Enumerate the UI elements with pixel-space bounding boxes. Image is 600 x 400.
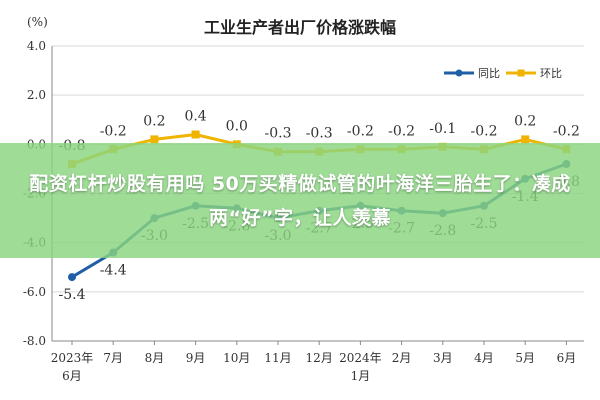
legend-swatch-marker bbox=[455, 69, 463, 77]
x-tick-label: 3月 bbox=[433, 351, 453, 365]
mom-data-label: -0.1 bbox=[429, 121, 456, 137]
x-tick-label: 2月 bbox=[392, 351, 412, 365]
mom-data-label: -0.2 bbox=[388, 123, 415, 139]
x-tick-label: 5月 bbox=[515, 351, 535, 365]
legend: 同比 环比 bbox=[444, 67, 562, 80]
mom-data-label: -0.3 bbox=[306, 126, 333, 142]
y-tick-label: -8.0 bbox=[23, 334, 46, 348]
banner-text[interactable]: 配资杠杆炒股有用吗 50万买精做试管的叶海洋三胎生了：凑成两“好”字，让人羡慕 bbox=[29, 172, 571, 229]
mom-data-label: -0.2 bbox=[553, 123, 580, 139]
mom-data-label: 0.4 bbox=[184, 109, 206, 125]
unit-label: (%) bbox=[27, 15, 48, 29]
x-tick-label: 10月 bbox=[223, 351, 250, 365]
mom-data-label: -0.2 bbox=[100, 123, 127, 139]
x-tick-label: 6月 bbox=[62, 369, 82, 383]
y-tick-label: 4.0 bbox=[27, 39, 46, 53]
x-tick-label: 6月 bbox=[557, 351, 577, 365]
mom-point bbox=[521, 135, 530, 144]
mom-data-label: -0.2 bbox=[347, 123, 374, 139]
x-tick-label: 1月 bbox=[351, 369, 371, 383]
mom-data-label: 0.2 bbox=[143, 113, 165, 129]
mom-data-label: 0.2 bbox=[514, 113, 536, 129]
legend-label: 同比 bbox=[478, 67, 500, 80]
legend-label: 环比 bbox=[540, 67, 562, 80]
mom-data-label: 0.0 bbox=[226, 118, 248, 134]
x-tick-label: 4月 bbox=[474, 351, 494, 365]
yoy-data-label: -5.4 bbox=[59, 287, 86, 303]
y-tick-label: -6.0 bbox=[23, 285, 46, 299]
x-tick-label: 7月 bbox=[103, 351, 123, 365]
x-tick-label: 12月 bbox=[306, 351, 333, 365]
x-tick-labels: 2023年 6月 7月 8月 9月 10月 11月 12月 2024年 1月 2月 3月 4月 5月 6月 bbox=[51, 351, 576, 383]
yoy-point bbox=[68, 273, 76, 282]
x-tick-label: 2024年 bbox=[339, 351, 382, 365]
mom-point bbox=[191, 130, 200, 139]
x-tick-label: 2023年 bbox=[51, 351, 94, 365]
mom-data-label: -0.2 bbox=[471, 123, 498, 139]
legend-swatch-marker bbox=[517, 69, 525, 77]
y-tick-label: 2.0 bbox=[27, 88, 46, 102]
mom-point bbox=[150, 135, 159, 144]
yoy-data-label: -4.4 bbox=[100, 263, 127, 279]
x-tick-label: 11月 bbox=[264, 351, 291, 365]
chart-title: 工业生产者出厂价格涨跌幅 bbox=[204, 18, 396, 37]
x-tick-label: 8月 bbox=[145, 351, 165, 365]
overlay-banner[interactable]: 配资杠杆炒股有用吗 50万买精做试管的叶海洋三胎生了：凑成两“好”字，让人羡慕 bbox=[0, 143, 600, 258]
x-tick-label: 9月 bbox=[186, 351, 206, 365]
mom-data-label: -0.3 bbox=[265, 126, 292, 142]
